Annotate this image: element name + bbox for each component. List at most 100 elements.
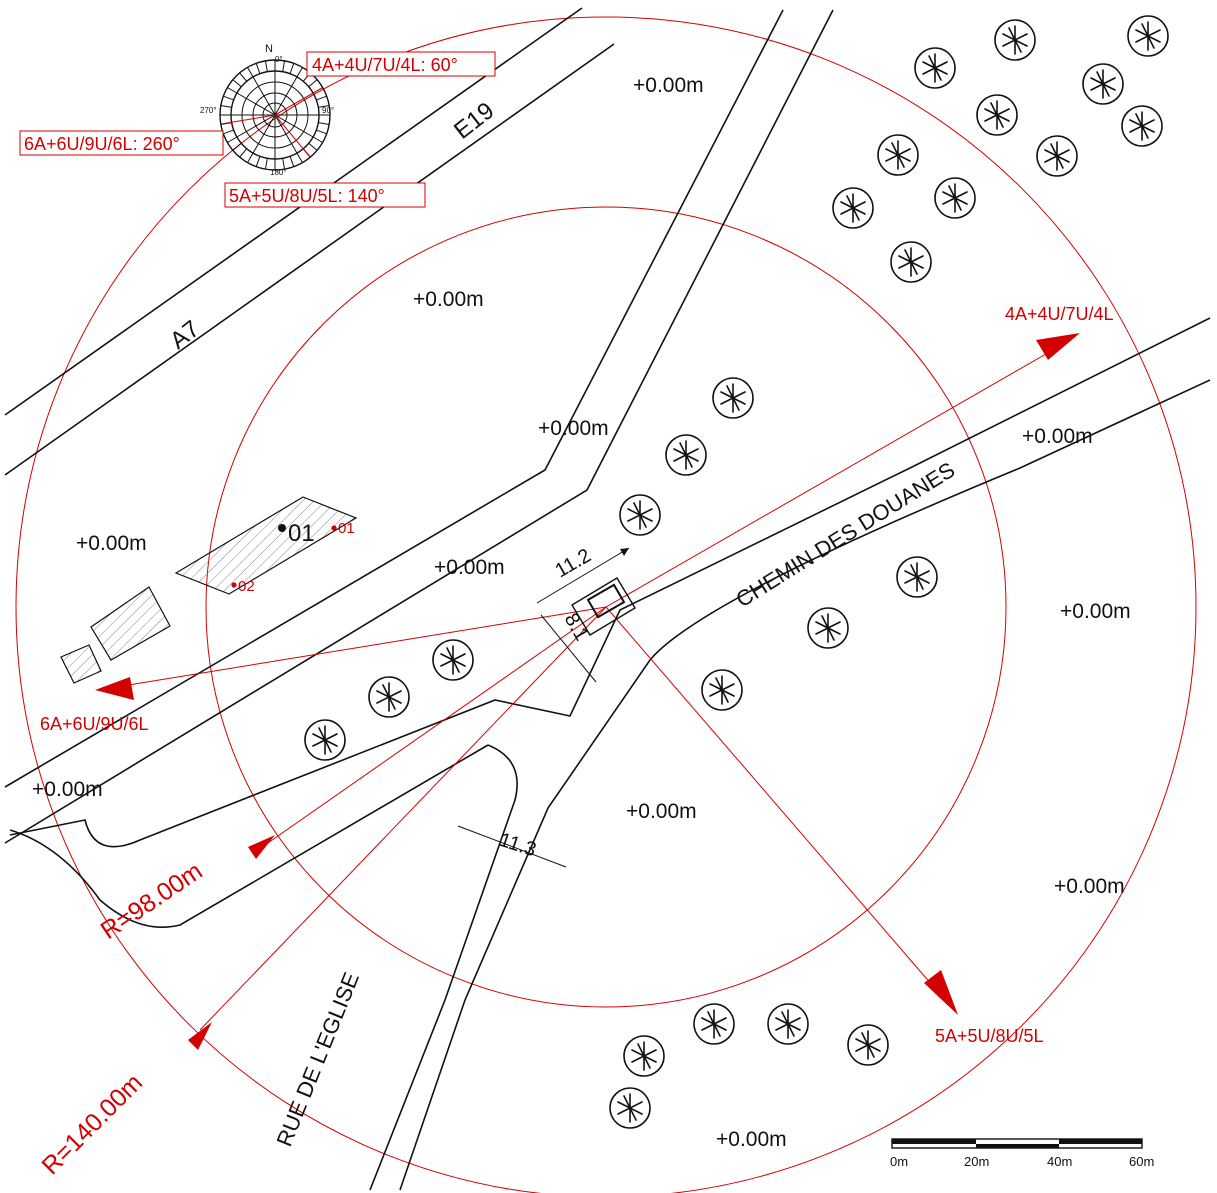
tree: [1036, 135, 1078, 177]
elevation-label: +0.00m: [434, 556, 505, 579]
tree: [767, 1003, 809, 1045]
compass-tick: [316, 129, 327, 135]
building-01-marker: [278, 524, 286, 532]
tree: [976, 94, 1018, 136]
compass-tick: [318, 104, 330, 108]
elevation-label: +0.00m: [1060, 600, 1131, 623]
scale-bar: 0m 20m 40m 60m: [890, 1138, 1154, 1169]
tree: [896, 556, 938, 598]
outer-radius-circle: [15, 16, 1197, 1193]
elevation-label: +0.00m: [32, 778, 103, 801]
radius-label-inner: R=98.00m: [96, 857, 208, 945]
compass-tick: [255, 63, 261, 74]
compass-tick: [282, 158, 286, 170]
compass-tick: [308, 79, 318, 88]
arrow-60: [1036, 333, 1080, 360]
compass-tick: [247, 67, 254, 78]
radius-label-outer: R=140.00m: [36, 1069, 148, 1181]
ray-60: [605, 342, 1066, 608]
shed-small: [60, 644, 102, 684]
motorway-a7-e19: [4, 7, 615, 476]
compass-tick: [289, 63, 295, 74]
point-01-label: 01: [338, 520, 355, 537]
road-north-south: [4, 9, 834, 844]
compass-0-label: 0°: [275, 55, 283, 64]
tree: [712, 377, 754, 419]
point-02-marker: [231, 582, 237, 588]
road-label-chemin-des-douanes: CHEMIN DES DOUANES: [731, 457, 959, 612]
inner-radius-circle: [205, 206, 1007, 1008]
tree: [665, 434, 707, 476]
compass-tick: [255, 156, 261, 167]
tree: [623, 1035, 665, 1077]
tree: [914, 47, 956, 89]
direction-label-260: 6A+6U/9U/6L: [40, 714, 149, 734]
compass-tick: [239, 148, 248, 158]
angle-140-label: 5A+5U/8U/5L: 140°: [229, 186, 385, 206]
tree: [609, 1087, 651, 1129]
direction-label-60: 4A+4U/7U/4L: [1005, 304, 1114, 324]
road-chemin-des-douanes: [9, 317, 1211, 1191]
tree: [994, 19, 1036, 61]
radius-line-inner: [254, 606, 607, 853]
compass-rose: N 0° 90° 180° 270°: [200, 43, 334, 177]
tree: [368, 676, 410, 718]
compass-ray-140: [274, 114, 311, 158]
scale-tick-label: 60m: [1129, 1154, 1154, 1169]
compass-tick: [223, 95, 234, 101]
angle-260-box: [19, 130, 224, 156]
compass-tick: [296, 152, 303, 163]
tree: [432, 639, 474, 681]
compass-north-label: N: [265, 43, 273, 55]
tree: [877, 134, 919, 176]
compass-ray-260: [220, 114, 276, 125]
compass-tick: [308, 142, 318, 151]
scale-tick-label: 20m: [964, 1154, 989, 1169]
arrow-radius-outer: [188, 1022, 212, 1050]
road-label-a7: A7: [165, 315, 205, 354]
tree: [1127, 15, 1169, 57]
point-01-marker: [331, 525, 337, 531]
tree: [693, 1003, 735, 1045]
elevation-label: +0.00m: [1054, 875, 1125, 898]
scale-tick-label: 0m: [890, 1154, 908, 1169]
tree: [304, 719, 346, 761]
compass-180-label: 180°: [270, 168, 287, 177]
point-02-label: 02: [238, 578, 255, 595]
road-label-e19: E19: [449, 97, 499, 145]
direction-rays: [95, 333, 1080, 1050]
compass-tick: [232, 79, 242, 88]
tree: [1121, 105, 1163, 147]
angle-140-box: [224, 182, 426, 208]
compass-tick: [316, 95, 327, 101]
installation-footprint: [536, 547, 636, 683]
compass-tick: [232, 142, 242, 151]
compass-90-label: 90°: [322, 106, 334, 115]
elevation-label: +0.00m: [76, 532, 147, 555]
building-01: [174, 496, 358, 595]
elevation-label: +0.00m: [1022, 425, 1093, 448]
tree: [1082, 63, 1124, 105]
tree: [847, 1024, 889, 1066]
compass-tick: [318, 122, 330, 126]
arrow-140: [924, 970, 958, 1015]
ray-140: [605, 606, 946, 1001]
tree: [890, 241, 932, 283]
compass-270-label: 270°: [200, 106, 217, 115]
radius-line-outer: [199, 606, 607, 1031]
arrow-260: [95, 677, 134, 700]
trees: [304, 15, 1169, 1129]
compass-tick: [264, 60, 268, 72]
compass-tick: [289, 156, 295, 167]
dimension-width: 11.2: [552, 545, 595, 583]
shed-large: [90, 586, 171, 661]
angle-260-label: 6A+6U/9U/6L: 260°: [24, 134, 180, 154]
tree: [934, 177, 976, 219]
compass-tick: [227, 136, 238, 143]
dimension-depth: 8.1: [560, 610, 593, 645]
elevation-label: +0.00m: [626, 800, 697, 823]
tree: [701, 669, 743, 711]
arrow-radius-inner: [248, 835, 275, 859]
